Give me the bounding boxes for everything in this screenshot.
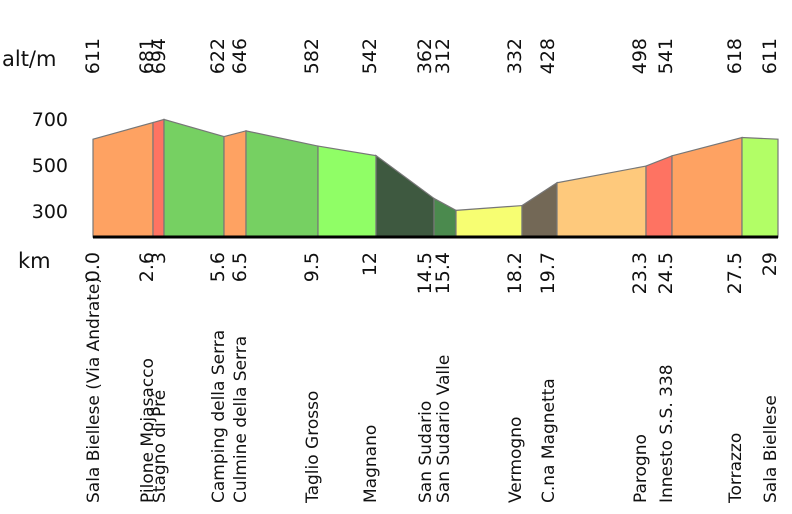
altitude-label: 611	[82, 38, 104, 74]
altitude-label: 362	[414, 38, 436, 74]
km-label: 3	[148, 252, 170, 264]
waypoint-name-label: San Sudario Valle	[434, 355, 454, 503]
waypoint-name-label: San Sudario	[416, 401, 436, 503]
profile-segment	[223, 130, 247, 238]
y-tick-label: 700	[32, 109, 68, 131]
y-tick-label: 500	[32, 155, 68, 177]
x-axis-label: km	[18, 249, 51, 273]
waypoint-name-label: Pilone Mojasacco	[138, 358, 158, 503]
altitude-label: 618	[724, 38, 746, 74]
km-label: 6.5	[229, 252, 251, 282]
profile-segment	[433, 197, 457, 238]
km-label: 18.2	[504, 252, 526, 294]
km-label: 29	[759, 252, 781, 276]
y-tick-label: 300	[32, 201, 68, 223]
waypoint-name-label: Stagno di Pré	[150, 390, 170, 503]
altitude-label: 332	[504, 38, 526, 74]
km-label: 5.6	[207, 252, 229, 282]
profile-segment	[521, 181, 558, 238]
altitude-label: 541	[655, 38, 677, 74]
waypoint-name-label: Torrazzo	[726, 433, 746, 504]
profile-segment	[455, 204, 523, 238]
waypoint-name-label: Taglio Grosso	[303, 391, 323, 504]
altitude-label: 622	[207, 38, 229, 74]
waypoint-name-label: Parogno	[631, 434, 651, 503]
profile-segment	[152, 118, 165, 238]
profile-segment	[556, 165, 647, 238]
profile-segment	[741, 136, 779, 238]
km-label: 19.7	[537, 252, 559, 294]
waypoint-name-label: Camping della Serra	[209, 330, 229, 503]
profile-segment	[645, 154, 673, 238]
km-label: 24.5	[655, 252, 677, 294]
altitude-label: 428	[537, 38, 559, 74]
profile-segment	[92, 121, 154, 238]
altitude-label: 681	[136, 38, 158, 74]
waypoint-name-label: Sala Biellese	[761, 395, 781, 503]
y-axis-label: alt/m	[2, 47, 56, 71]
altitude-label: 611	[759, 38, 781, 74]
profile-segment	[375, 154, 435, 238]
altitude-label: 498	[629, 38, 651, 74]
altitude-label: 542	[359, 38, 381, 74]
profile-segment	[245, 130, 319, 238]
waypoint-name-label: Vermogno	[506, 417, 526, 503]
waypoint-name-label: Culmine della Serra	[231, 336, 251, 503]
waypoint-name-label: Sala Biellese (Via Andrate)	[84, 277, 104, 503]
km-label: 2.6	[136, 252, 158, 282]
km-label: 14.5	[414, 252, 436, 294]
altitude-label: 694	[148, 38, 170, 74]
altitude-label: 582	[301, 38, 323, 74]
altitude-label: 646	[229, 38, 251, 74]
km-label: 27.5	[724, 252, 746, 294]
altitude-label: 312	[432, 38, 454, 74]
waypoint-name-label: C.na Magnetta	[539, 378, 559, 503]
km-label: 9.5	[301, 252, 323, 282]
waypoint-name-label: Innesto S.S. 338	[657, 364, 677, 503]
waypoint-name-label: Magnano	[361, 425, 381, 503]
km-label: 12	[359, 252, 381, 276]
profile-segment	[317, 145, 377, 238]
km-label: 23.3	[629, 252, 651, 294]
km-label: 0.0	[82, 252, 104, 282]
km-label: 15.4	[432, 252, 454, 294]
profile-segment	[163, 118, 225, 238]
profile-segment	[671, 136, 743, 238]
